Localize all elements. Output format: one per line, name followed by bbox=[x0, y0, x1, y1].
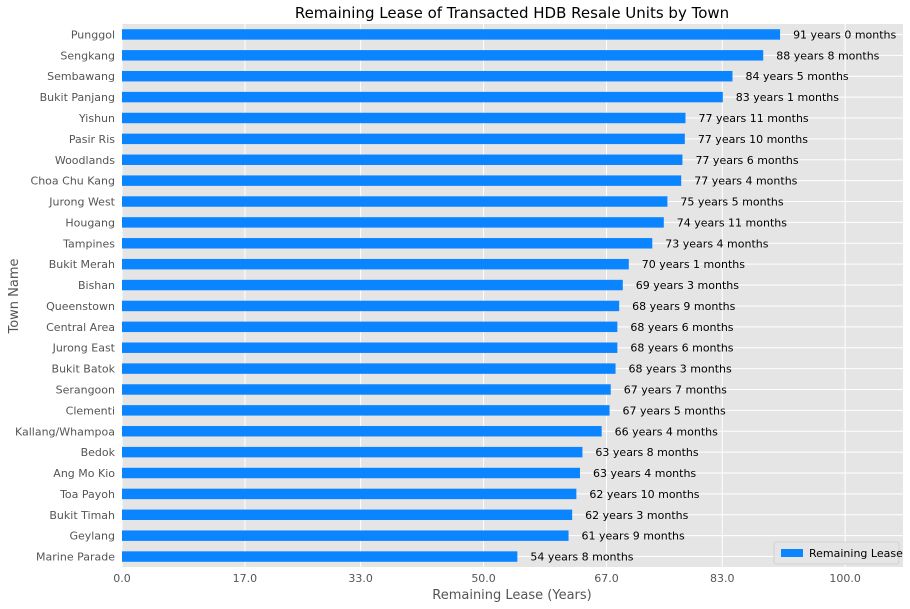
bar bbox=[122, 154, 683, 165]
bar bbox=[122, 488, 577, 500]
bar bbox=[122, 175, 682, 186]
x-tick-label: 0.0 bbox=[113, 572, 131, 585]
bar bbox=[122, 321, 618, 333]
y-tick-label: Pasir Ris bbox=[69, 133, 115, 146]
y-tick-label: Woodlands bbox=[55, 154, 115, 167]
bar bbox=[122, 467, 580, 479]
bar-data-label: 83 years 1 months bbox=[736, 91, 839, 104]
bar-data-label: 73 years 4 months bbox=[665, 237, 768, 250]
bar-data-label: 61 years 9 months bbox=[582, 530, 685, 543]
bar bbox=[122, 70, 733, 82]
legend-entry: Remaining Lease bbox=[809, 547, 903, 560]
bar bbox=[122, 363, 616, 374]
y-tick-label: Toa Payoh bbox=[59, 488, 115, 501]
bar-data-label: 77 years 10 months bbox=[698, 133, 808, 146]
bars bbox=[122, 29, 781, 562]
bar bbox=[122, 446, 583, 458]
bar bbox=[122, 426, 602, 437]
y-tick-label: Geylang bbox=[69, 530, 115, 543]
bar bbox=[122, 50, 764, 61]
x-tick-labels: 0.0 17.0 33.0 50.0 67.0 83.0 100.0 bbox=[113, 572, 861, 585]
y-tick-label: Hougang bbox=[65, 216, 115, 229]
y-tick-label: Jurong East bbox=[52, 342, 116, 355]
y-tick-label: Ang Mo Kio bbox=[53, 467, 115, 480]
y-tick-label: Bukit Timah bbox=[49, 509, 115, 522]
bar bbox=[122, 551, 518, 562]
y-tick-label: Bukit Batok bbox=[52, 363, 116, 376]
bar bbox=[122, 384, 611, 395]
y-tick-label: Clementi bbox=[66, 404, 115, 417]
bar-data-label: 63 years 8 months bbox=[595, 446, 698, 459]
y-tick-label: Kallang/Whampoa bbox=[15, 425, 115, 438]
bar-data-label: 68 years 3 months bbox=[629, 363, 732, 376]
bar-data-label: 68 years 9 months bbox=[632, 300, 735, 313]
x-tick-label: 17.0 bbox=[233, 572, 258, 585]
bar-data-label: 74 years 11 months bbox=[677, 216, 787, 229]
y-tick-label: Bishan bbox=[78, 279, 115, 292]
bar bbox=[122, 217, 664, 228]
y-tick-label: Jurong West bbox=[48, 196, 115, 209]
bar-data-label: 68 years 6 months bbox=[630, 342, 733, 355]
y-tick-label: Punggol bbox=[71, 28, 115, 41]
y-tick-label: Bedok bbox=[81, 446, 116, 459]
y-tick-label: Bukit Panjang bbox=[40, 91, 115, 104]
bar bbox=[122, 196, 668, 207]
y-tick-label: Sengkang bbox=[60, 49, 115, 62]
y-axis-title: Town Name bbox=[7, 258, 22, 334]
legend-swatch bbox=[781, 549, 803, 557]
bar-data-label: 62 years 3 months bbox=[585, 509, 688, 522]
bar-data-label: 77 years 6 months bbox=[695, 154, 798, 167]
x-tick-label: 100.0 bbox=[829, 572, 861, 585]
x-tick-label: 83.0 bbox=[710, 572, 735, 585]
y-tick-label: Central Area bbox=[46, 321, 115, 334]
bar-data-label: 62 years 10 months bbox=[589, 488, 699, 501]
y-tick-label: Choa Chu Kang bbox=[31, 175, 115, 188]
x-tick-label: 33.0 bbox=[348, 572, 373, 585]
bar bbox=[122, 29, 781, 40]
bar-data-label: 54 years 8 months bbox=[530, 551, 633, 564]
bar bbox=[122, 530, 569, 541]
bar bbox=[122, 405, 610, 416]
bar bbox=[122, 133, 685, 145]
bar-data-label: 66 years 4 months bbox=[615, 425, 718, 438]
bar-data-label: 70 years 1 months bbox=[642, 258, 745, 271]
y-tick-labels: Punggol Sengkang Sembawang Bukit Panjang Yis… bbox=[15, 28, 116, 563]
plot-area bbox=[122, 24, 903, 567]
y-tick-label: Queenstown bbox=[46, 300, 115, 313]
x-tick-label: 67.0 bbox=[594, 572, 619, 585]
y-tick-label: Tampines bbox=[62, 237, 115, 250]
bar-data-label: 84 years 5 months bbox=[745, 70, 848, 83]
bar-data-label: 69 years 3 months bbox=[636, 279, 739, 292]
bar bbox=[122, 91, 723, 103]
y-tick-label: Bukit Merah bbox=[49, 258, 115, 271]
bar-data-label: 68 years 6 months bbox=[630, 321, 733, 334]
y-tick-label: Marine Parade bbox=[36, 551, 115, 564]
y-tick-label: Sembawang bbox=[47, 70, 115, 83]
bar bbox=[122, 509, 573, 521]
bar-data-label: 67 years 7 months bbox=[624, 383, 727, 396]
x-axis-title: Remaining Lease (Years) bbox=[432, 588, 592, 603]
bar-data-label: 77 years 4 months bbox=[694, 175, 797, 188]
bar bbox=[122, 279, 623, 291]
bar-data-label: 67 years 5 months bbox=[623, 404, 726, 417]
bar bbox=[122, 112, 686, 124]
bar-data-label: 91 years 0 months bbox=[793, 28, 896, 41]
bar bbox=[122, 258, 629, 270]
bar bbox=[122, 342, 618, 353]
bar-data-label: 75 years 5 months bbox=[680, 196, 783, 209]
legend-box bbox=[773, 541, 900, 565]
bar bbox=[122, 300, 620, 312]
chart-title: Remaining Lease of Transacted HDB Resale… bbox=[295, 4, 729, 22]
data-labels: 91 years 0 months 88 years 8 months 84 yea… bbox=[530, 28, 896, 563]
y-tick-label: Serangoon bbox=[56, 383, 115, 396]
legend: Remaining Lease bbox=[773, 541, 903, 565]
bar-data-label: 63 years 4 months bbox=[593, 467, 696, 480]
x-tick-label: 50.0 bbox=[471, 572, 496, 585]
y-tick-label: Yishun bbox=[78, 112, 115, 125]
bar-data-label: 77 years 11 months bbox=[698, 112, 808, 125]
bar-data-label: 88 years 8 months bbox=[776, 49, 879, 62]
bar bbox=[122, 238, 653, 249]
